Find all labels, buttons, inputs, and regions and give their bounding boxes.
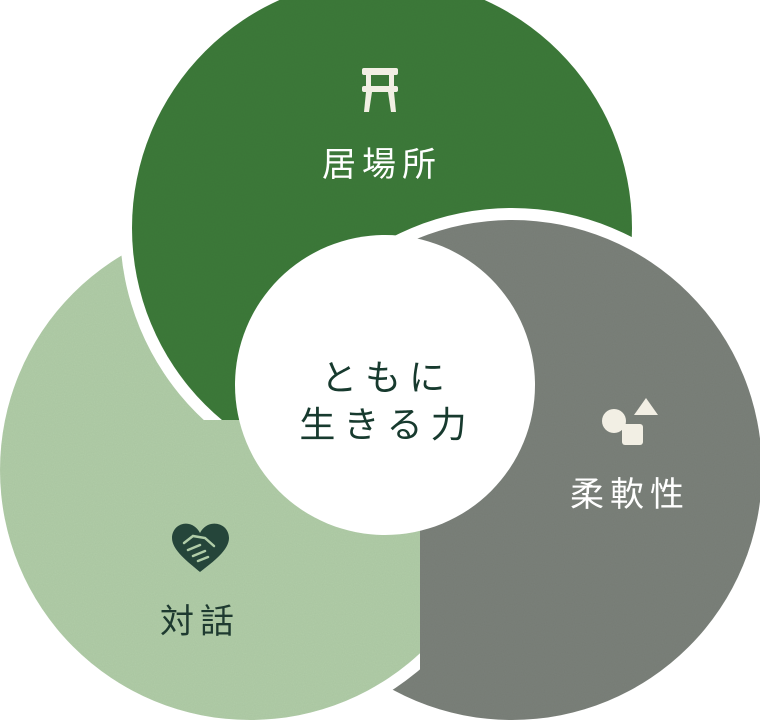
- center-text-line1: ともに: [321, 358, 453, 399]
- petal-label-taiwa: 対話: [160, 602, 240, 642]
- shapes-icon: [602, 398, 658, 445]
- center-text-line2: 生きる力: [299, 405, 474, 446]
- center-circle: [235, 235, 535, 535]
- handshake-heart-icon: [172, 523, 229, 572]
- petal-label-ibasho: 居場所: [322, 145, 442, 185]
- petal-label-juunansei: 柔軟性: [570, 475, 690, 515]
- stool-icon: [362, 68, 398, 112]
